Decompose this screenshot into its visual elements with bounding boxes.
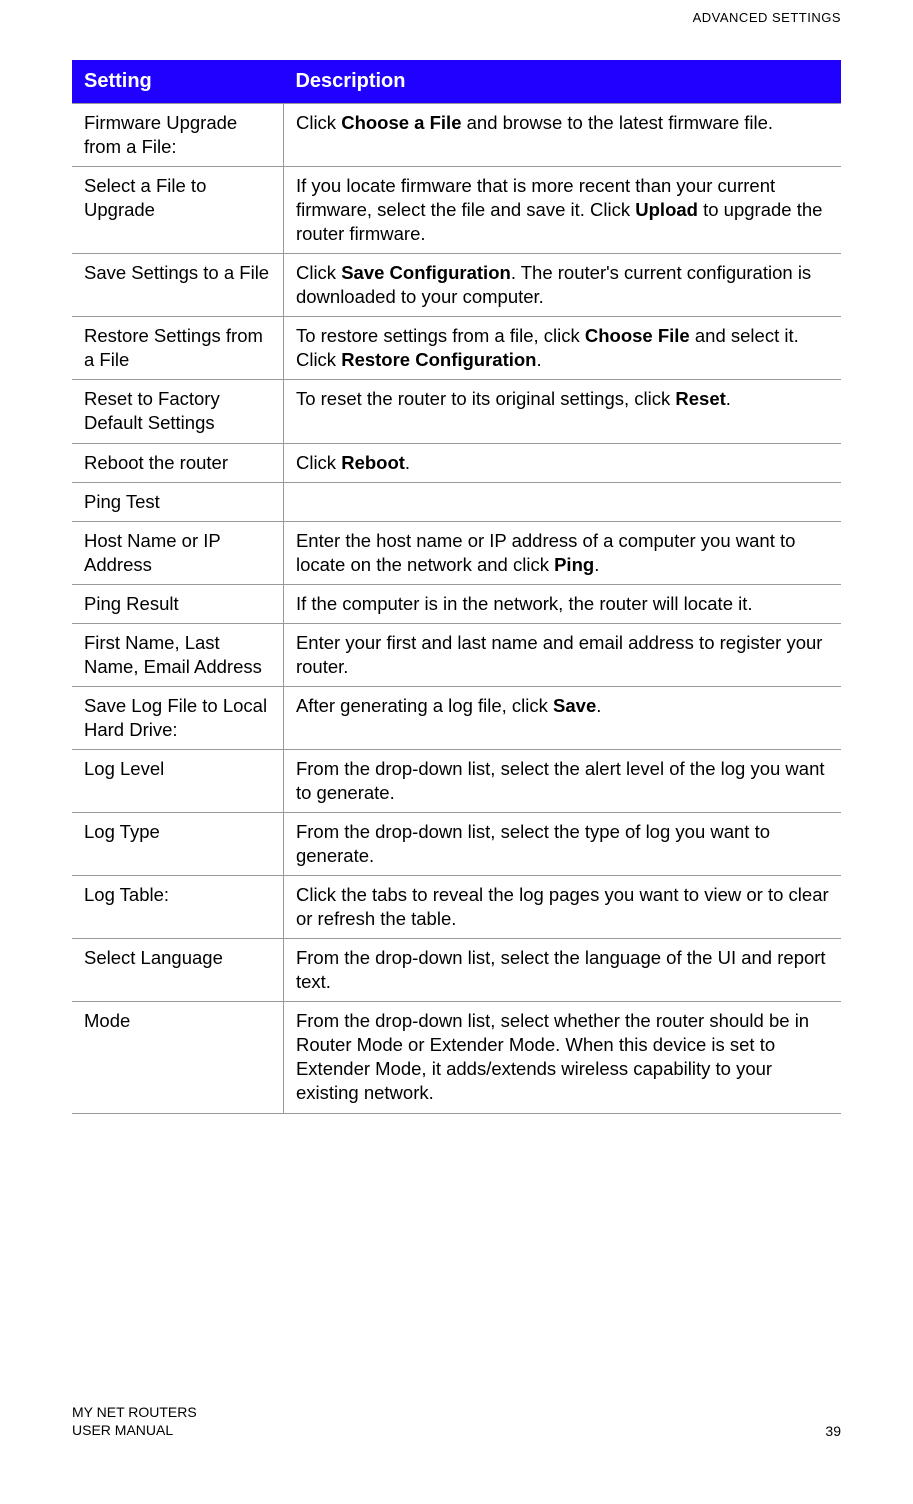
description-cell: To restore settings from a file, click C…	[283, 317, 841, 380]
table-row: Firmware Upgrade from a File:Click Choos…	[72, 104, 841, 167]
description-cell: From the drop-down list, select whether …	[283, 1002, 841, 1113]
table-row: Log TypeFrom the drop-down list, select …	[72, 813, 841, 876]
description-cell: Click Choose a File and browse to the la…	[283, 104, 841, 167]
setting-cell: Ping Test	[72, 482, 283, 521]
setting-cell: Save Settings to a File	[72, 254, 283, 317]
bold-text: Choose a File	[341, 112, 461, 133]
description-cell: Click Reboot.	[283, 443, 841, 482]
footer-line1: MY NET ROUTERS	[72, 1403, 197, 1421]
section-header: ADVANCED SETTINGS	[693, 10, 841, 25]
setting-cell: Ping Result	[72, 584, 283, 623]
settings-table-container: Setting Description Firmware Upgrade fro…	[72, 60, 841, 1114]
description-cell: Enter the host name or IP address of a c…	[283, 521, 841, 584]
description-cell: From the drop-down list, select the type…	[283, 813, 841, 876]
table-row: Select a File to UpgradeIf you locate fi…	[72, 167, 841, 254]
bold-text: Restore Configuration	[341, 349, 536, 370]
table-row: Save Settings to a FileClick Save Config…	[72, 254, 841, 317]
table-row: Ping ResultIf the computer is in the net…	[72, 584, 841, 623]
setting-cell: Log Level	[72, 749, 283, 812]
description-cell: After generating a log file, click Save.	[283, 686, 841, 749]
table-row: Log LevelFrom the drop-down list, select…	[72, 749, 841, 812]
description-cell: If the computer is in the network, the r…	[283, 584, 841, 623]
page-number: 39	[825, 1423, 841, 1439]
description-cell: From the drop-down list, select the lang…	[283, 939, 841, 1002]
settings-table: Setting Description Firmware Upgrade fro…	[72, 60, 841, 1114]
bold-text: Upload	[635, 199, 698, 220]
setting-cell: Restore Settings from a File	[72, 317, 283, 380]
bold-text: Save	[553, 695, 596, 716]
table-row: Reboot the routerClick Reboot.	[72, 443, 841, 482]
bold-text: Save Configuration	[341, 262, 511, 283]
bold-text: Reboot	[341, 452, 405, 473]
bold-text: Choose File	[585, 325, 690, 346]
description-cell: Click Save Configuration. The router's c…	[283, 254, 841, 317]
setting-cell: Select Language	[72, 939, 283, 1002]
setting-cell: Mode	[72, 1002, 283, 1113]
setting-cell: Firmware Upgrade from a File:	[72, 104, 283, 167]
table-header-setting: Setting	[72, 60, 283, 104]
description-cell: If you locate firmware that is more rece…	[283, 167, 841, 254]
setting-cell: Save Log File to Local Hard Drive:	[72, 686, 283, 749]
setting-cell: Log Type	[72, 813, 283, 876]
table-row: Reset to Factory Default SettingsTo rese…	[72, 380, 841, 443]
table-row: Save Log File to Local Hard Drive:After …	[72, 686, 841, 749]
description-cell	[283, 482, 841, 521]
table-row: Ping Test	[72, 482, 841, 521]
footer-line2: USER MANUAL	[72, 1421, 197, 1439]
description-cell: To reset the router to its original sett…	[283, 380, 841, 443]
setting-cell: Log Table:	[72, 876, 283, 939]
table-header-description: Description	[283, 60, 841, 104]
setting-cell: Select a File to Upgrade	[72, 167, 283, 254]
description-cell: From the drop-down list, select the aler…	[283, 749, 841, 812]
table-row: First Name, Last Name, Email AddressEnte…	[72, 623, 841, 686]
table-body: Firmware Upgrade from a File:Click Choos…	[72, 104, 841, 1114]
table-row: ModeFrom the drop-down list, select whet…	[72, 1002, 841, 1113]
setting-cell: Reboot the router	[72, 443, 283, 482]
description-cell: Click the tabs to reveal the log pages y…	[283, 876, 841, 939]
setting-cell: Reset to Factory Default Settings	[72, 380, 283, 443]
table-row: Host Name or IP AddressEnter the host na…	[72, 521, 841, 584]
bold-text: Ping	[554, 554, 594, 575]
page-footer: MY NET ROUTERS USER MANUAL 39	[72, 1403, 841, 1439]
bold-text: Reset	[675, 388, 725, 409]
table-row: Log Table:Click the tabs to reveal the l…	[72, 876, 841, 939]
table-row: Select LanguageFrom the drop-down list, …	[72, 939, 841, 1002]
description-cell: Enter your first and last name and email…	[283, 623, 841, 686]
setting-cell: Host Name or IP Address	[72, 521, 283, 584]
setting-cell: First Name, Last Name, Email Address	[72, 623, 283, 686]
table-row: Restore Settings from a FileTo restore s…	[72, 317, 841, 380]
footer-manual-title: MY NET ROUTERS USER MANUAL	[72, 1403, 197, 1439]
